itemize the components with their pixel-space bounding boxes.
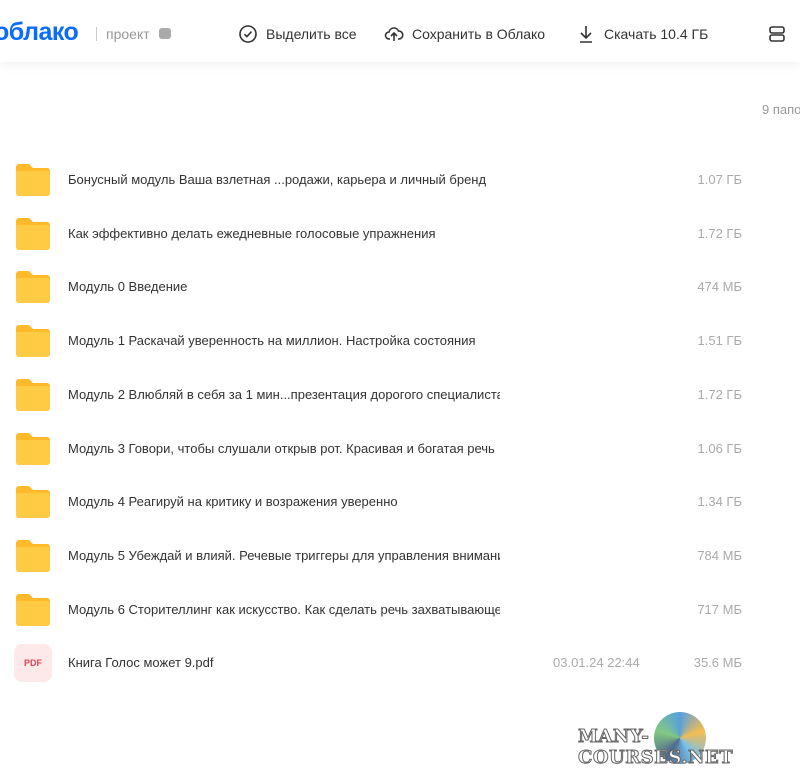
list-item[interactable]: Модуль 6 Сторителлинг как искусство. Как… <box>0 585 800 635</box>
item-size: 1.34 ГБ <box>697 494 742 510</box>
item-size: 784 МБ <box>697 547 742 563</box>
item-name: Как эффективно делать ежедневные голосов… <box>68 225 436 241</box>
download-label: Скачать 10.4 ГБ <box>604 26 709 42</box>
folder-icon <box>16 378 50 411</box>
list-item[interactable]: Модуль 5 Убеждай и влияй. Речевые тригге… <box>0 531 800 581</box>
list-item[interactable]: Модуль 0 Введение 474 МБ <box>0 262 800 312</box>
project-label: проект <box>106 26 150 42</box>
list-item[interactable]: Бонусный модуль Ваша взлетная ...родажи,… <box>0 155 800 205</box>
item-size: 1.72 ГБ <box>697 225 742 241</box>
folder-icon <box>16 217 50 250</box>
cloud-upload-icon <box>384 27 404 41</box>
select-all-button[interactable]: Выделить все <box>238 24 357 44</box>
folder-icon <box>16 486 50 519</box>
header: облако проект Выделить все Сохранить в О… <box>0 0 800 62</box>
folder-icon <box>16 593 50 626</box>
item-name: Книга Голос может 9.pdf <box>68 655 214 671</box>
list-item[interactable]: Как эффективно делать ежедневные голосов… <box>0 209 800 259</box>
divider <box>96 27 97 41</box>
logo[interactable]: облако <box>0 18 79 46</box>
pdf-icon: PDF <box>14 644 52 683</box>
select-all-label: Выделить все <box>266 26 357 42</box>
list-item[interactable]: Модуль 3 Говори, чтобы слушали открыв ро… <box>0 424 800 474</box>
folder-icon <box>16 271 50 304</box>
check-circle-icon <box>239 25 257 43</box>
item-name: Модуль 5 Убеждай и влияй. Речевые тригге… <box>68 547 500 563</box>
item-name: Бонусный модуль Ваша взлетная ...родажи,… <box>68 172 487 187</box>
folder-count: 9 папок <box>762 102 800 117</box>
download-button[interactable]: Скачать 10.4 ГБ <box>576 24 708 44</box>
folder-icon <box>16 539 50 572</box>
list-item[interactable]: PDF Книга Голос может 9.pdf 03.01.24 22:44… <box>0 638 800 688</box>
item-size: 474 МБ <box>697 279 742 295</box>
item-size: 717 МБ <box>697 601 742 617</box>
item-name: Модуль 4 Реагируй на критику и возражени… <box>68 494 398 510</box>
view-toggle-button[interactable] <box>768 24 788 44</box>
list-item[interactable]: Модуль 2 Влюбляй в себя за 1 мин...презе… <box>0 370 800 420</box>
item-name: Модуль 2 Влюбляй в себя за 1 мин...презе… <box>68 386 500 402</box>
vk-logo-icon <box>159 28 171 39</box>
save-to-cloud-label: Сохранить в Облако <box>412 26 546 42</box>
save-to-cloud-button[interactable]: Сохранить в Облако <box>384 24 545 44</box>
list-item[interactable]: Модуль 1 Раскачай уверенность на миллион… <box>0 316 800 366</box>
download-icon <box>580 26 592 43</box>
item-name: Модуль 6 Сторителлинг как искусство. Как… <box>68 601 500 617</box>
item-size: 35.6 МБ <box>693 655 742 671</box>
item-size: 1.51 ГБ <box>697 333 742 349</box>
item-name: Модуль 3 Говори, чтобы слушали открыв ро… <box>68 440 495 456</box>
watermark-globe-icon <box>654 712 706 764</box>
item-date: 03.01.24 22:44 <box>553 655 640 671</box>
item-size: 1.07 ГБ <box>697 172 742 187</box>
watermark: MANY-COURSES.NET <box>578 726 734 769</box>
item-size: 1.06 ГБ <box>697 440 742 456</box>
folder-icon <box>16 432 50 465</box>
list-view-icon <box>769 26 785 42</box>
folder-icon <box>16 325 50 358</box>
item-size: 1.72 ГБ <box>697 386 742 402</box>
list-item[interactable]: Модуль 4 Реагируй на критику и возражени… <box>0 477 800 527</box>
item-name: Модуль 1 Раскачай уверенность на миллион… <box>68 333 476 349</box>
item-name: Модуль 0 Введение <box>68 279 188 295</box>
folder-icon <box>16 164 50 196</box>
